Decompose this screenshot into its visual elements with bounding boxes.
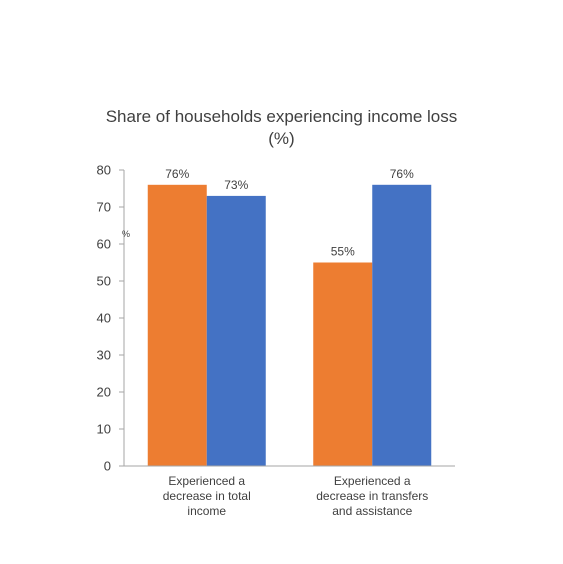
y-tick-label: 20	[97, 385, 111, 400]
data-labels: 76% 73% 55% 76%	[165, 167, 414, 259]
x-axis: Experienced a decrease in total incomeExpe…	[124, 465, 455, 518]
y-tick-label: 60	[97, 237, 111, 252]
x-category-label-line: Experienced a	[168, 474, 245, 488]
y-tick-label: 50	[97, 274, 111, 289]
chart-title: Share of households experiencing income …	[0, 106, 563, 150]
y-tick-label: 30	[97, 348, 111, 363]
bar	[372, 184, 432, 467]
y-axis: 0 10 20 30 40 50 60 70 80%	[97, 163, 130, 474]
y-tick-label: 10	[97, 422, 111, 437]
x-category-label: Experienced a decrease in total income	[163, 474, 251, 518]
x-category-label-line: and assistance	[332, 504, 412, 518]
x-category-label-line: income	[187, 504, 226, 518]
x-category-label-line: decrease in transfers	[316, 489, 428, 503]
data-label: 73%	[224, 178, 248, 192]
bar	[313, 262, 373, 466]
bars	[147, 184, 432, 467]
y-tick-label: 70	[97, 200, 111, 215]
y-axis-label: %	[122, 229, 130, 239]
x-category-label: Experienced a decrease in transfers and as…	[316, 474, 428, 518]
data-label: 76%	[390, 167, 414, 181]
data-label: 55%	[331, 245, 355, 259]
y-tick-label: 0	[104, 459, 111, 474]
y-tick-label: 80	[97, 163, 111, 178]
x-category-label-line: decrease in total	[163, 489, 251, 503]
chart-subtitle: (%)	[268, 129, 295, 148]
bar	[147, 184, 207, 467]
data-label: 76%	[165, 167, 189, 181]
x-category-label-line: Experienced a	[334, 474, 411, 488]
y-tick-label: 40	[97, 311, 111, 326]
bar	[206, 195, 266, 466]
chart-title-line: Share of households experiencing income …	[105, 107, 458, 126]
